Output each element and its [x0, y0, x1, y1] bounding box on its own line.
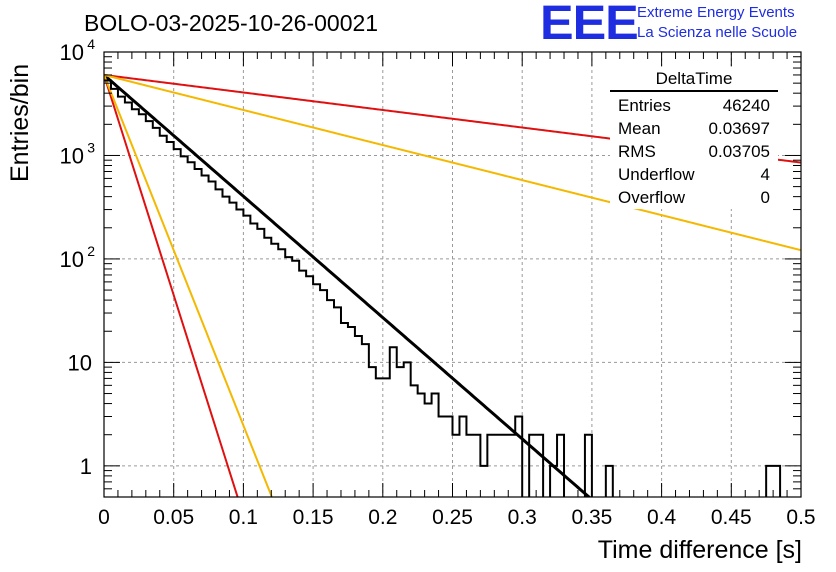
x-tick-label: 0.2 [368, 506, 397, 529]
x-tick-label: 0.25 [432, 506, 473, 529]
stats-label: Mean [618, 119, 661, 138]
x-tick-label: 0.45 [711, 506, 752, 529]
eee-logo: EEE [540, 0, 639, 50]
logo-line-1: Extreme Energy Events [637, 4, 795, 21]
fit-curve-orange-fast [104, 74, 273, 497]
fit-curve-red-fast [104, 74, 239, 497]
fit-curve-orange-slow [104, 73, 801, 252]
stats-label: RMS [618, 142, 656, 161]
stats-row-overflow: Overflow 0 [610, 186, 778, 209]
stats-title: DeltaTime [610, 68, 778, 92]
y-tick-exponent: 3 [87, 139, 95, 155]
stats-box: DeltaTime Entries 46240 Mean 0.03697 RMS… [610, 68, 778, 209]
x-tick-label: 0.1 [229, 506, 258, 529]
stats-value: 4 [760, 165, 770, 184]
x-tick-label: 0.5 [786, 506, 815, 529]
y-tick-label: 10 [68, 350, 92, 375]
stats-value: 0.03697 [708, 119, 770, 138]
stats-row-underflow: Underflow 4 [610, 163, 778, 186]
y-tick-label: 10 [60, 247, 84, 272]
x-tick-label: 0.35 [571, 506, 612, 529]
y-tick-label: 10 [60, 143, 84, 168]
stats-row-entries: Entries 46240 [610, 94, 778, 117]
stats-label: Underflow [618, 165, 695, 184]
x-tick-label: 0 [98, 506, 110, 529]
logo-line-2: La Scienza nelle Scuole [637, 24, 798, 41]
fit-curves-group [104, 73, 801, 497]
histogram-deltatime [104, 79, 782, 497]
stats-label: Entries [618, 96, 671, 115]
chart-title: BOLO-03-2025-10-26-00021 [84, 10, 379, 36]
stats-label: Overflow [618, 188, 686, 207]
y-tick-exponent: 4 [87, 36, 95, 52]
stats-row-rms: RMS 0.03705 [610, 140, 778, 163]
stats-value: 0 [760, 188, 770, 207]
x-tick-label: 0.05 [153, 506, 194, 529]
x-tick-label: 0.4 [647, 506, 677, 529]
stats-value: 46240 [722, 96, 770, 115]
y-tick-exponent: 2 [87, 243, 95, 259]
x-axis-label: Time difference [s] [597, 536, 802, 564]
stats-row-mean: Mean 0.03697 [610, 117, 778, 140]
y-axis-label: Entries/bin [6, 63, 34, 182]
x-tick-label: 0.3 [508, 506, 537, 529]
y-tick-label: 1 [80, 454, 92, 479]
y-tick-label: 10 [60, 40, 84, 65]
fit-curve-fit [104, 73, 592, 497]
stats-value: 0.03705 [708, 142, 770, 161]
x-tick-label: 0.15 [293, 506, 334, 529]
